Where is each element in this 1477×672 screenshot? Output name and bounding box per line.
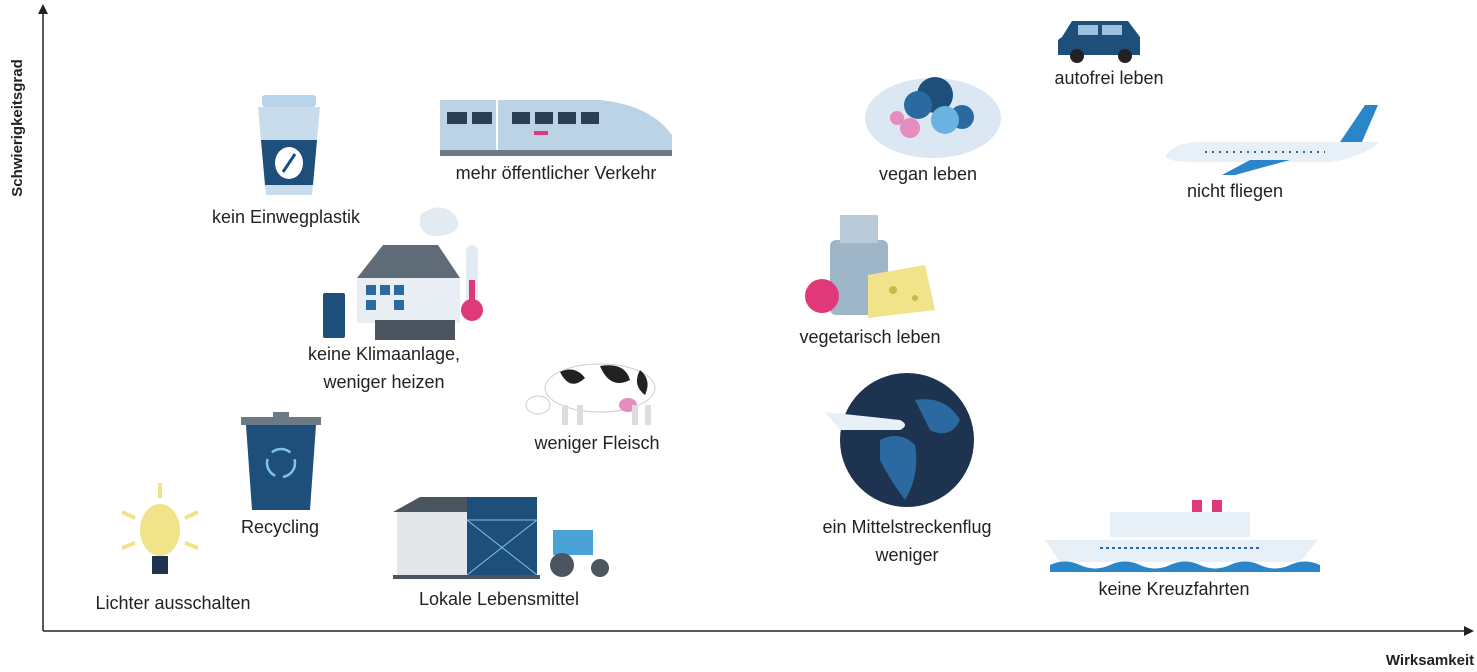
cup-icon [258,95,320,195]
x-arrow [1464,626,1474,636]
globe-icon [825,373,974,507]
item-label: vegetarisch leben [799,327,940,347]
vegetarian-icon [805,215,935,318]
item-label: nicht fliegen [1187,181,1283,201]
item-label: keine Kreuzfahrten [1098,579,1249,599]
item-label: autofrei leben [1054,68,1163,88]
item-label: weniger Fleisch [533,433,659,453]
item-label: Lichter ausschalten [95,593,250,613]
item-label: vegan leben [879,164,977,184]
car-icon [1058,21,1140,63]
item-label: ein Mittelstreckenflug [822,517,991,537]
item-label: weniger [874,545,938,565]
local-food-icon [393,497,609,579]
item-label: kein Einwegplastik [212,207,361,227]
y-arrow [38,4,48,14]
vegan-icon [865,77,1001,158]
plane-icon [1165,105,1380,175]
recycling-icon [241,412,321,510]
ship-icon [1045,500,1320,572]
item-label: weniger heizen [322,372,444,392]
cow-icon [525,363,656,425]
x-axis-label: Wirksamkeit [1386,652,1474,669]
item-label: mehr öffentlicher Verkehr [456,163,657,183]
item-label: keine Klimaanlage, [308,344,460,364]
item-label: Recycling [241,517,319,537]
y-axis-label: Schwierigkeitsgrad [9,59,26,197]
bulb-icon [121,483,199,574]
train-icon [440,100,672,156]
house-icon [323,207,483,340]
item-label: Lokale Lebensmittel [419,589,579,609]
labels: kein Einwegplastik mehr öffentlicher Verk… [95,68,1283,613]
axes [42,12,1466,632]
